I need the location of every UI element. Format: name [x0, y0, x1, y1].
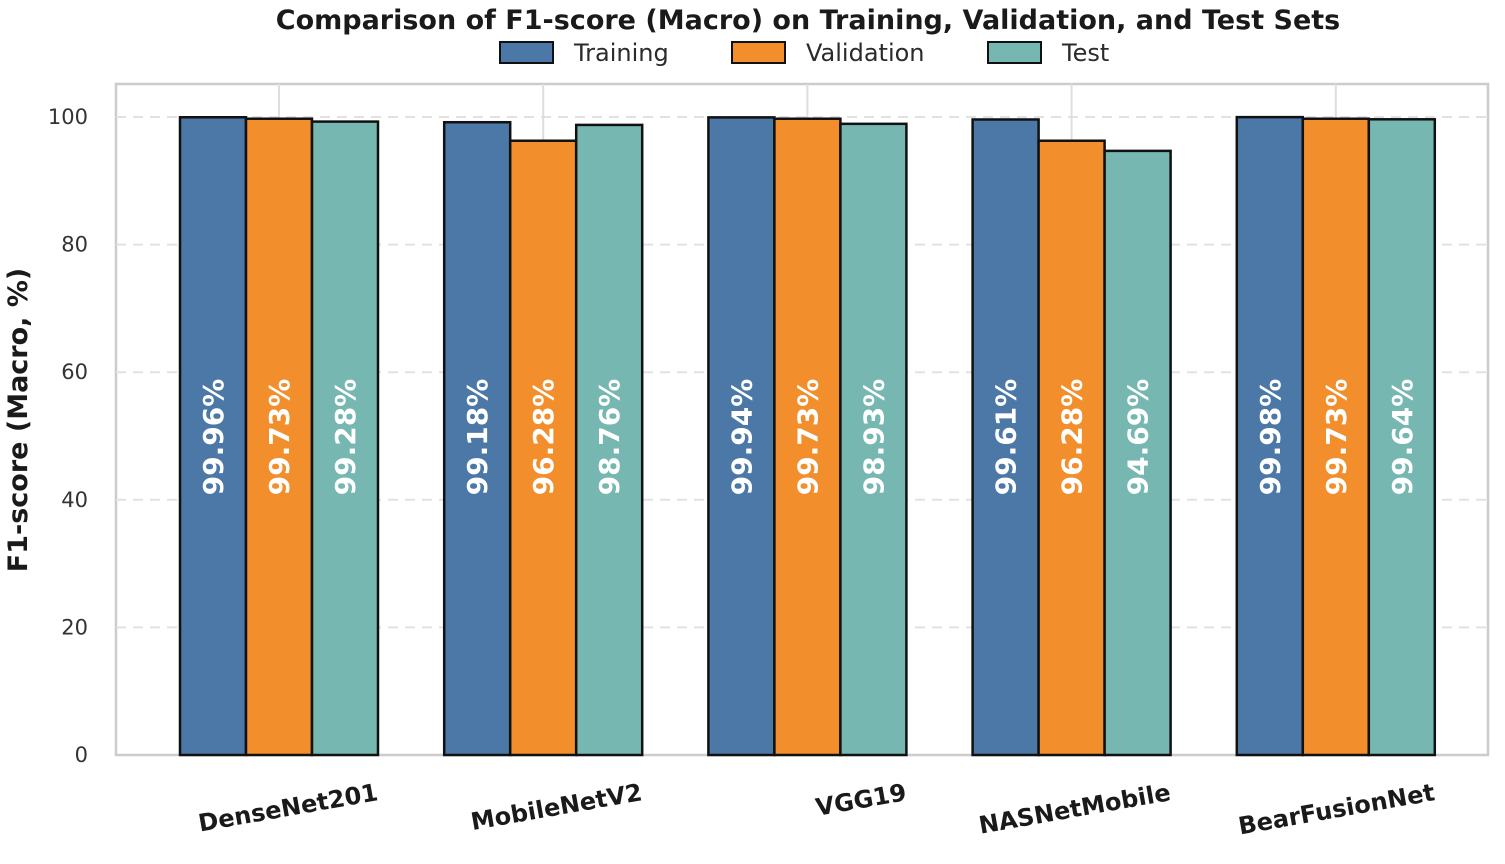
legend-swatch-training [499, 41, 554, 64]
bar-value-label: 99.28% [329, 379, 362, 496]
bar-value-label: 98.93% [857, 379, 890, 496]
y-tick-label: 60 [61, 360, 88, 384]
legend-label-training: Training [573, 39, 669, 67]
bar-value-label: 96.28% [1056, 379, 1089, 496]
y-tick-label: 40 [61, 488, 88, 512]
bar-training-vgg19 [707, 116, 776, 757]
x-tick-label: NASNetMobile [977, 778, 1173, 839]
bar-training-mobilenetv2 [442, 120, 512, 757]
x-tick-label: MobileNetV2 [469, 778, 645, 836]
legend-swatch-validation [731, 41, 786, 64]
bar-test-bearfusionnet [1367, 118, 1437, 757]
x-tick-label: DenseNet201 [196, 778, 380, 837]
y-axis-label: F1-score (Macro, %) [3, 268, 34, 572]
bar-value-label: 99.94% [725, 379, 758, 496]
legend: Training Validation Test [499, 39, 1109, 67]
bar-training-nasnetmobile [971, 118, 1040, 757]
y-tick-label: 0 [75, 743, 88, 767]
x-tick-label: VGG19 [814, 778, 909, 821]
chart-title: Comparison of F1-score (Macro) on Traini… [276, 5, 1340, 36]
bar-value-label: 98.76% [593, 379, 626, 496]
y-tick-label: 100 [48, 105, 88, 129]
y-tick-label: 20 [61, 615, 88, 639]
bar-training-bearfusionnet [1235, 115, 1305, 757]
bar-value-label: 99.98% [1254, 379, 1287, 496]
bar-validation-mobilenetv2 [508, 139, 578, 757]
bar-value-label: 99.73% [791, 379, 824, 496]
bar-validation-bearfusionnet [1301, 117, 1371, 757]
y-tick-label: 80 [61, 233, 88, 257]
bar-validation-nasnetmobile [1037, 139, 1106, 757]
bar-value-label: 94.69% [1122, 379, 1155, 496]
bar-test-mobilenetv2 [574, 123, 644, 757]
bar-validation-densenet201 [244, 117, 314, 757]
bar-value-label: 99.73% [263, 379, 296, 496]
legend-label-test: Test [1061, 39, 1109, 67]
plot-area: 0 20 40 60 80 100 99.96% 99.18% 99.94% 99.61% 99.9… [48, 82, 1490, 840]
bar-value-label: 96.28% [527, 379, 560, 496]
bar-value-label: 99.18% [461, 379, 494, 496]
bar-value-label: 99.61% [990, 379, 1023, 496]
x-tick-label: BearFusionNet [1236, 778, 1437, 840]
bar-value-label: 99.73% [1320, 379, 1353, 496]
legend-label-validation: Validation [806, 39, 925, 67]
bar-test-nasnetmobile [1103, 149, 1172, 757]
bar-training-densenet201 [178, 116, 248, 757]
bar-test-vgg19 [839, 122, 908, 757]
bar-value-label: 99.96% [197, 379, 230, 496]
bar-test-densenet201 [310, 120, 380, 757]
bar-validation-vgg19 [773, 117, 842, 757]
bar-value-label: 99.64% [1386, 379, 1419, 496]
legend-swatch-test [987, 41, 1042, 64]
